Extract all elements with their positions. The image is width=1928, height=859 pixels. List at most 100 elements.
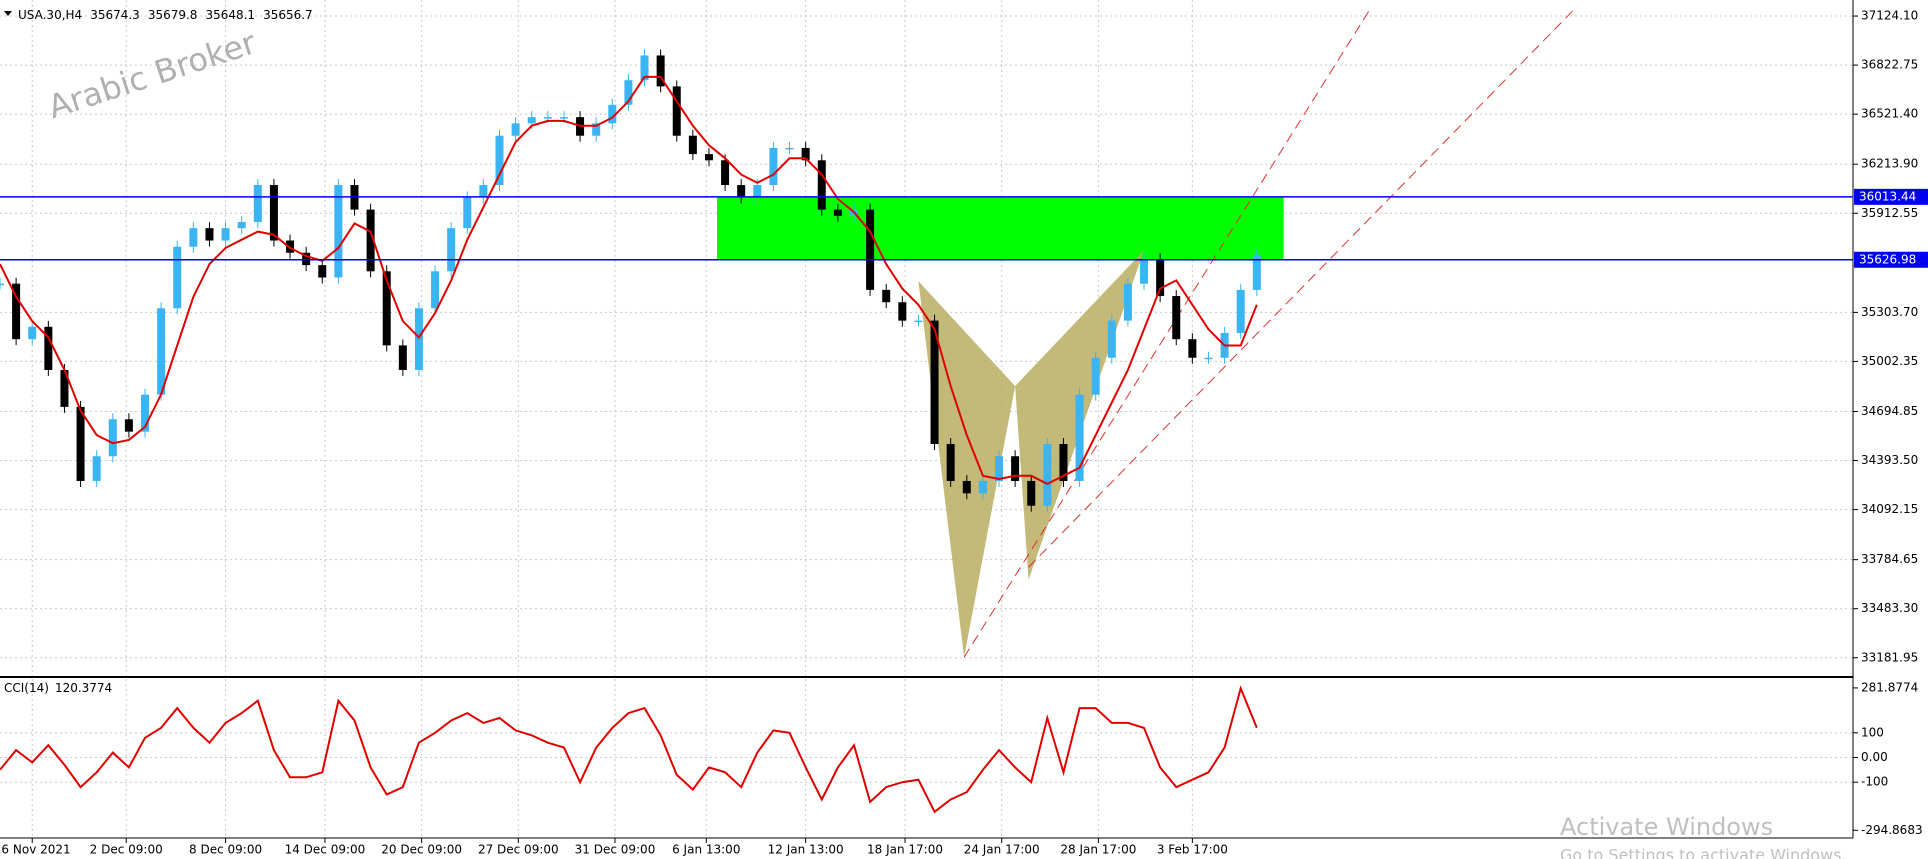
x-tick-label: 20 Dec 09:00 [381, 843, 462, 857]
candle-body [431, 271, 440, 309]
candle-body [882, 289, 891, 303]
candle-body [12, 283, 21, 340]
x-tick-label: 27 Dec 09:00 [478, 843, 559, 857]
level-tag [1854, 188, 1928, 205]
candle [688, 129, 697, 161]
candle [366, 203, 375, 278]
candle [1252, 248, 1261, 296]
activation-text: Go to Settings to activate Windows. [1560, 846, 1847, 859]
candle [1172, 290, 1181, 346]
candle-body [1011, 456, 1020, 481]
candle-body [108, 419, 117, 457]
candle [1027, 474, 1036, 512]
candle [44, 320, 53, 376]
y-tick-label: -100 [1861, 775, 1888, 789]
x-tick-label: 14 Dec 09:00 [285, 843, 366, 857]
y-tick-label: 34694.85 [1861, 404, 1918, 418]
candle [237, 215, 246, 235]
level-label: 36013.44 [1859, 189, 1916, 203]
candle [801, 141, 810, 167]
y-tick-label: 34393.50 [1861, 453, 1918, 467]
candle-body [817, 160, 826, 210]
candle [672, 80, 681, 142]
candle [334, 179, 343, 284]
candle [1156, 253, 1165, 303]
quote-value: 35648.1 [205, 8, 255, 22]
candle [1011, 450, 1020, 487]
candle-body [785, 147, 794, 150]
harmonic-pattern [918, 281, 1016, 658]
candle-body [1043, 444, 1052, 506]
candle-body [1188, 339, 1197, 358]
y-tick-label: -294.8683 [1861, 823, 1923, 837]
x-tick-label: 8 Dec 09:00 [189, 843, 262, 857]
candle-body [382, 271, 391, 346]
y-tick-label: 35002.35 [1861, 354, 1918, 368]
candle [1188, 333, 1197, 364]
activation-title: Activate Windows [1560, 813, 1773, 841]
candle [914, 314, 923, 327]
candle [141, 388, 150, 438]
candle-body [753, 185, 762, 198]
candle [414, 302, 423, 376]
candle-body [269, 185, 278, 241]
candle [1043, 438, 1052, 512]
candle [28, 320, 37, 346]
candle [946, 438, 955, 487]
candle [253, 179, 262, 228]
candle [0, 277, 4, 290]
candle [447, 222, 456, 278]
candle [640, 49, 649, 87]
quote-value: 35679.8 [148, 8, 198, 22]
menu-arrow [4, 11, 12, 16]
candle-body [92, 456, 101, 481]
candle [817, 154, 826, 216]
candle [769, 141, 778, 192]
candle-body [608, 104, 617, 124]
y-tick-label: 35912.55 [1861, 206, 1918, 220]
candle-body [866, 209, 875, 290]
candle [1123, 277, 1132, 327]
indicator-line [0, 685, 1258, 814]
candle-body [978, 480, 987, 494]
candle-body [1027, 480, 1036, 506]
candle [302, 246, 311, 272]
candle-body [688, 135, 697, 155]
x-tick-label: 31 Dec 09:00 [575, 843, 656, 857]
x-tick-label: 2 Dec 09:00 [90, 843, 163, 857]
candle [882, 283, 891, 309]
candle-body [334, 185, 343, 278]
candle-body [479, 185, 488, 198]
y-tick-label: 0.00 [1861, 750, 1888, 764]
candle-body [624, 80, 633, 105]
candle [318, 259, 327, 284]
candle [656, 49, 665, 93]
candle [737, 179, 746, 204]
candle-body [124, 419, 133, 432]
candle [92, 450, 101, 487]
candle-body [189, 228, 198, 247]
indicator-header: CCI(14) 120.3774 [4, 681, 112, 695]
y-tick-label: 36213.90 [1861, 157, 1918, 171]
candle-body [1236, 289, 1245, 334]
candle [962, 474, 971, 500]
x-tick-label: 26 Nov 2021 [0, 843, 71, 857]
candle-body [495, 135, 504, 186]
candle-body [592, 123, 601, 136]
candle-body [1075, 394, 1084, 481]
candle-body [559, 117, 568, 119]
candle [1107, 314, 1116, 364]
candle-body [253, 185, 262, 222]
x-tick-label: 28 Jan 17:00 [1060, 843, 1136, 857]
candle [511, 117, 520, 142]
y-tick-label: 33483.30 [1861, 601, 1918, 615]
candle-body [463, 197, 472, 229]
candle-body [28, 326, 37, 340]
candle-body [414, 308, 423, 370]
candle [157, 302, 166, 401]
indicator-value: 120.3774 [55, 681, 112, 695]
candle-body [672, 86, 681, 136]
candle-body [44, 326, 53, 370]
candle [1204, 351, 1213, 364]
